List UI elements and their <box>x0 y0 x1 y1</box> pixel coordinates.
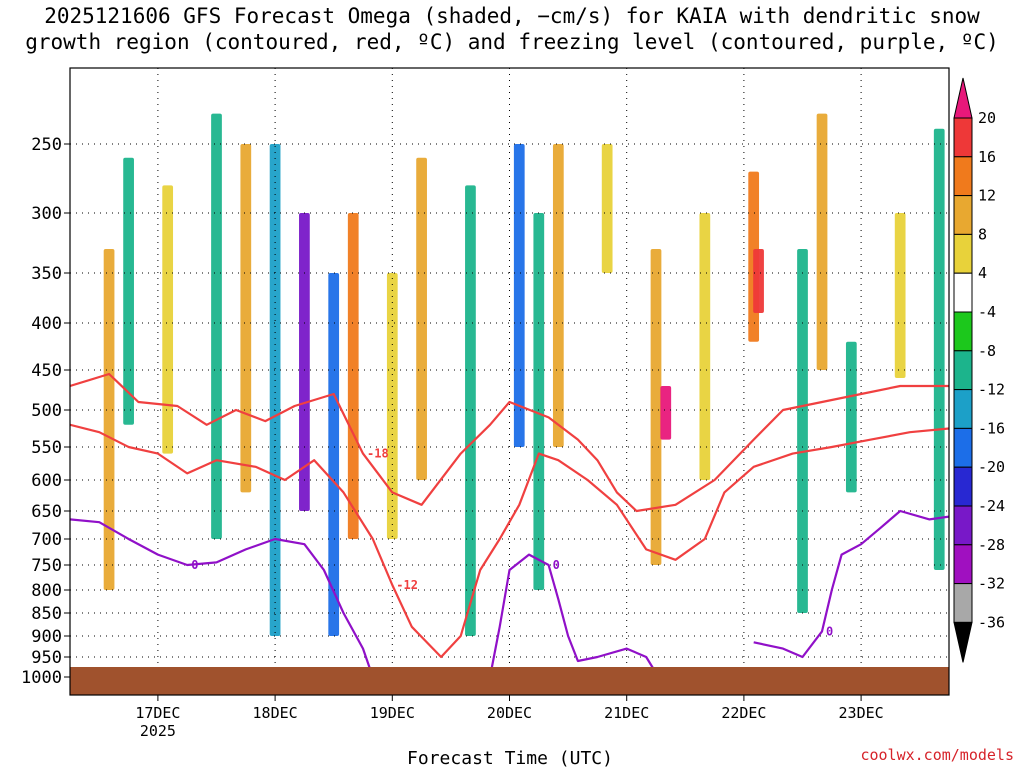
omega-region-3 <box>211 113 222 539</box>
y-tick-label-600: 600 <box>31 471 62 491</box>
omega-region-14 <box>552 144 564 447</box>
x-tick-sublabel-17DEC: 2025 <box>140 722 176 740</box>
y-tick-label-500: 500 <box>31 401 62 421</box>
chart-title-line-1: 2025121606 GFS Forecast Omega (shaded, −… <box>44 4 980 28</box>
y-tick-label-750: 750 <box>31 556 62 576</box>
x-tick-label-23DEC: 23DEC <box>839 704 884 722</box>
colorbar-label-5: -4 <box>978 303 996 321</box>
colorbar-segment-1 <box>953 117 973 158</box>
omega-region-12 <box>513 144 525 447</box>
y-tick-label-900: 900 <box>31 627 62 647</box>
colorbar-label-0: 20 <box>978 109 996 127</box>
omega-region-16 <box>650 249 662 565</box>
omega-region-8 <box>347 213 359 539</box>
colorbar-label-4: 4 <box>978 264 987 282</box>
x-tick-label-22DEC: 22DEC <box>721 704 766 722</box>
y-tick-label-650: 650 <box>31 502 62 522</box>
colorbar-label-6: -8 <box>978 342 996 360</box>
colorbar-label-1: 16 <box>978 148 996 166</box>
contour-3 <box>488 553 657 678</box>
contour-1 <box>70 423 949 659</box>
contour-4 <box>753 509 949 659</box>
x-tick-label-21DEC: 21DEC <box>604 704 649 722</box>
contour-layer: -18 -12 0 0 0 <box>70 372 949 678</box>
colorbar-label-7: -12 <box>978 381 1005 399</box>
colorbar-segment-6 <box>953 311 973 352</box>
colorbar-label-11: -28 <box>978 536 1005 554</box>
x-tick-label-20DEC: 20DEC <box>487 704 532 722</box>
colorbar-segment-2 <box>953 156 973 197</box>
colorbar-segment-5 <box>953 272 973 313</box>
x-axis-title: Forecast Time (UTC) <box>407 748 613 768</box>
omega-region-21 <box>797 249 808 613</box>
omega-region-25 <box>933 128 945 571</box>
omega-region-2 <box>162 185 174 454</box>
contour-0 <box>70 372 949 513</box>
colorbar-segment-9 <box>953 427 973 468</box>
contour-label-0: -18 <box>367 447 389 461</box>
colorbar-segment-10 <box>953 466 973 507</box>
omega-region-7 <box>328 273 340 636</box>
colorbar-segment-7 <box>953 350 973 391</box>
y-tick-label-550: 550 <box>31 438 62 458</box>
contour-label-4: 0 <box>826 624 833 638</box>
omega-shading-layer <box>103 113 945 636</box>
omega-region-5 <box>269 144 281 636</box>
omega-region-18 <box>699 213 711 480</box>
contour-2 <box>70 518 374 678</box>
y-tick-label-700: 700 <box>31 530 62 550</box>
omega-region-1 <box>123 157 134 425</box>
omega-region-22 <box>816 113 828 370</box>
colorbar-label-13: -36 <box>978 613 1005 631</box>
colorbar-segment-8 <box>953 389 973 429</box>
x-tick-label-18DEC: 18DEC <box>253 704 298 722</box>
contour-label-3: 0 <box>553 558 560 572</box>
colorbar-label-2: 12 <box>978 187 996 205</box>
credit-text[interactable]: coolwx.com/models <box>860 746 1014 764</box>
colorbar-segment-12 <box>953 544 973 585</box>
omega-region-10 <box>416 157 427 481</box>
colorbar-label-9: -20 <box>978 458 1005 476</box>
omega-region-6 <box>299 213 310 511</box>
colorbar-segment-14 <box>953 621 973 663</box>
omega-region-9 <box>386 273 398 539</box>
y-tick-label-300: 300 <box>31 204 62 224</box>
colorbar-label-10: -24 <box>978 497 1005 515</box>
y-tick-label-850: 850 <box>31 604 62 624</box>
omega-region-24 <box>894 213 906 378</box>
colorbar-segment-4 <box>953 233 973 274</box>
y-tick-label-450: 450 <box>31 361 62 381</box>
colorbar-label-8: -16 <box>978 419 1005 437</box>
omega-region-20 <box>753 249 764 313</box>
contour-label-1: -12 <box>396 578 418 592</box>
colorbar: 20 16 12 8 4 -4 -8 -12 -16 -20 -24 -28 -32 -36 <box>953 77 1005 663</box>
colorbar-segment-3 <box>953 195 973 235</box>
colorbar-label-3: 8 <box>978 225 987 243</box>
x-tick-label-17DEC: 17DEC <box>135 704 180 722</box>
y-tick-label-950: 950 <box>31 648 62 668</box>
y-tick-label-400: 400 <box>31 314 62 334</box>
omega-region-15 <box>601 144 613 273</box>
y-tick-label-1000: 1000 <box>21 668 62 688</box>
y-tick-label-250: 250 <box>31 135 62 155</box>
omega-region-17 <box>660 386 672 440</box>
omega-region-0 <box>103 249 115 590</box>
omega-region-4 <box>240 144 252 493</box>
colorbar-label-12: -32 <box>978 575 1005 593</box>
colorbar-segment-0 <box>953 77 973 119</box>
chart-title-line-2: growth region (contoured, red, ºC) and f… <box>25 30 999 54</box>
terrain-fill <box>70 667 949 695</box>
omega-region-11 <box>465 185 476 636</box>
x-tick-label-19DEC: 19DEC <box>370 704 415 722</box>
omega-region-23 <box>845 341 857 493</box>
y-tick-label-350: 350 <box>31 264 62 284</box>
contour-label-2: 0 <box>191 558 198 572</box>
y-tick-label-800: 800 <box>31 581 62 601</box>
omega-region-13 <box>533 213 545 590</box>
colorbar-segment-13 <box>953 583 973 623</box>
colorbar-segment-11 <box>953 505 973 546</box>
